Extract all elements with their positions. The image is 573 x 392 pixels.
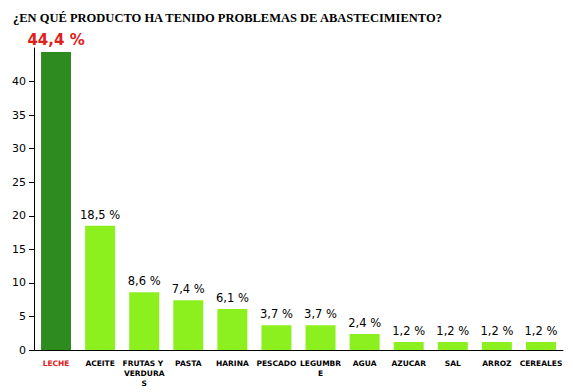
- svg-text:AZUCAR: AZUCAR: [391, 359, 426, 368]
- svg-text:10: 10: [12, 276, 26, 289]
- svg-text:7,4 %: 7,4 %: [172, 282, 205, 296]
- svg-text:8,6 %: 8,6 %: [128, 274, 161, 288]
- svg-text:25: 25: [12, 176, 26, 189]
- svg-text:LEGUMBR: LEGUMBR: [300, 359, 341, 368]
- svg-text:1,2 %: 1,2 %: [480, 324, 513, 338]
- svg-text:PESCADO: PESCADO: [256, 359, 296, 368]
- svg-text:0: 0: [19, 344, 26, 357]
- svg-text:PASTA: PASTA: [175, 359, 202, 368]
- svg-text:3,7 %: 3,7 %: [304, 307, 337, 321]
- svg-text:VERDURA: VERDURA: [124, 369, 165, 378]
- svg-text:LECHE: LECHE: [43, 359, 70, 368]
- svg-text:SAL: SAL: [445, 359, 461, 368]
- svg-text:1,2 %: 1,2 %: [392, 324, 425, 338]
- svg-text:18,5 %: 18,5 %: [80, 208, 120, 222]
- svg-text:¿EN QUÉ PRODUCTO HA TENIDO PRO: ¿EN QUÉ PRODUCTO HA TENIDO PROBLEMAS DE …: [13, 11, 442, 25]
- svg-text:AGUA: AGUA: [353, 359, 377, 368]
- svg-text:2,4 %: 2,4 %: [348, 316, 381, 330]
- svg-text:1,2 %: 1,2 %: [436, 324, 469, 338]
- svg-text:ARROZ: ARROZ: [482, 359, 512, 368]
- svg-text:44,4 %: 44,4 %: [27, 31, 84, 49]
- svg-text:15: 15: [12, 243, 26, 256]
- svg-text:E: E: [318, 369, 323, 378]
- svg-text:6,1 %: 6,1 %: [216, 291, 249, 305]
- svg-text:ACEITE: ACEITE: [85, 359, 114, 368]
- svg-text:3,7 %: 3,7 %: [260, 307, 293, 321]
- svg-text:30: 30: [12, 142, 26, 155]
- svg-text:CEREALES: CEREALES: [520, 359, 563, 368]
- svg-text:35: 35: [12, 109, 26, 122]
- svg-text:40: 40: [12, 75, 26, 88]
- svg-text:FRUTAS Y: FRUTAS Y: [123, 359, 166, 368]
- svg-text:5: 5: [19, 310, 26, 323]
- svg-text:S: S: [142, 379, 147, 388]
- svg-text:HARINA: HARINA: [216, 359, 249, 368]
- svg-text:20: 20: [12, 209, 26, 222]
- svg-text:1,2 %: 1,2 %: [525, 324, 558, 338]
